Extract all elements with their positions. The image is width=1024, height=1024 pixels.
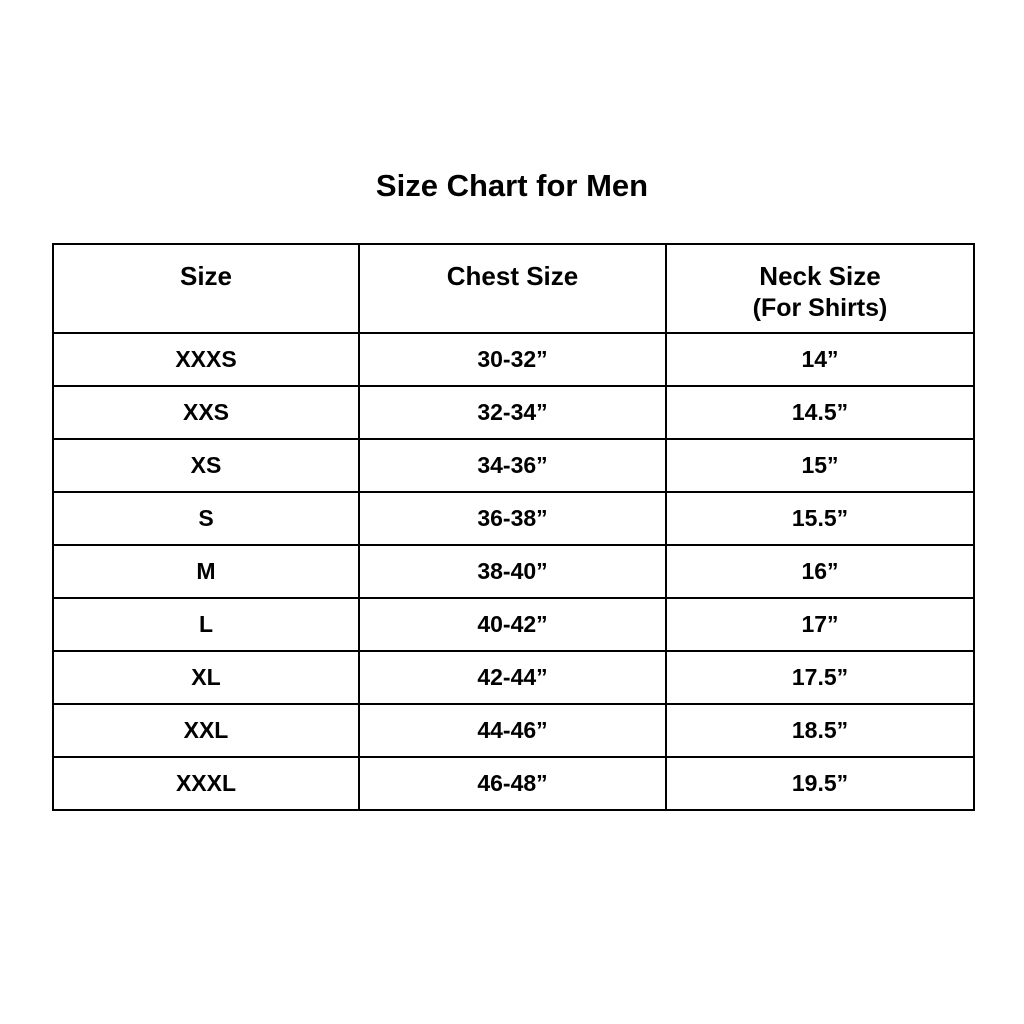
chest-size-cell: 30-32”: [358, 332, 667, 387]
neck-size-cell: 19.5”: [665, 756, 975, 811]
table-row: M 38-40” 16”: [52, 544, 975, 599]
size-cell: L: [52, 597, 360, 652]
neck-size-cell: 15.5”: [665, 491, 975, 546]
size-chart-table: Size Chest Size Neck Size (For Shirts) XX…: [52, 243, 975, 811]
header-neck-size-subtitle: (For Shirts): [752, 294, 888, 322]
chest-size-cell: 46-48”: [358, 756, 667, 811]
table-row: XS 34-36” 15”: [52, 438, 975, 493]
chest-size-cell: 40-42”: [358, 597, 667, 652]
size-cell: M: [52, 544, 360, 599]
chest-size-cell: 38-40”: [358, 544, 667, 599]
size-cell: XL: [52, 650, 360, 705]
size-cell: XXXS: [52, 332, 360, 387]
table-row: XXXS 30-32” 14”: [52, 332, 975, 387]
neck-size-cell: 14.5”: [665, 385, 975, 440]
size-cell: XS: [52, 438, 360, 493]
size-cell: S: [52, 491, 360, 546]
table-row: XXXL 46-48” 19.5”: [52, 756, 975, 811]
chest-size-cell: 32-34”: [358, 385, 667, 440]
size-cell: XXS: [52, 385, 360, 440]
header-chest-size: Chest Size: [358, 243, 667, 334]
neck-size-cell: 16”: [665, 544, 975, 599]
table-row: XL 42-44” 17.5”: [52, 650, 975, 705]
chest-size-cell: 34-36”: [358, 438, 667, 493]
neck-size-cell: 17.5”: [665, 650, 975, 705]
neck-size-cell: 14”: [665, 332, 975, 387]
size-cell: XXXL: [52, 756, 360, 811]
neck-size-cell: 17”: [665, 597, 975, 652]
header-neck-size-label: Neck Size: [759, 261, 881, 291]
table-row: S 36-38” 15.5”: [52, 491, 975, 546]
header-row: Size Chest Size Neck Size (For Shirts): [52, 243, 975, 334]
chest-size-cell: 36-38”: [358, 491, 667, 546]
size-cell: XXL: [52, 703, 360, 758]
neck-size-cell: 18.5”: [665, 703, 975, 758]
chest-size-cell: 42-44”: [358, 650, 667, 705]
neck-size-cell: 15”: [665, 438, 975, 493]
page-title: Size Chart for Men: [375, 168, 649, 203]
table-row: XXL 44-46” 18.5”: [52, 703, 975, 758]
table-row: XXS 32-34” 14.5”: [52, 385, 975, 440]
chest-size-cell: 44-46”: [358, 703, 667, 758]
header-neck-size: Neck Size (For Shirts): [665, 243, 975, 334]
header-size: Size: [52, 243, 360, 334]
table-row: L 40-42” 17”: [52, 597, 975, 652]
